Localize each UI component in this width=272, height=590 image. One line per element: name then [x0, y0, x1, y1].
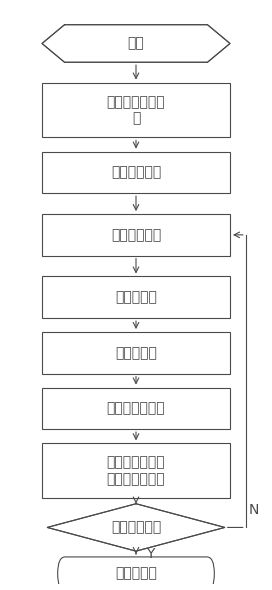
Bar [42, 214, 230, 255]
Text: 提取效果好？: 提取效果好？ [111, 520, 161, 535]
Polygon shape [47, 504, 225, 551]
Polygon shape [42, 25, 230, 63]
Text: Y: Y [146, 547, 155, 561]
Bar [42, 277, 230, 318]
Text: 预处理结束: 预处理结束 [115, 566, 157, 581]
Text: 读取原始紫外图
像: 读取原始紫外图 像 [107, 95, 165, 125]
Text: 将提取的轮廓叠
加到原始图象上: 将提取的轮廓叠 加到原始图象上 [107, 455, 165, 486]
Text: 小面积消除: 小面积消除 [115, 346, 157, 360]
Text: 开始: 开始 [128, 37, 144, 51]
Bar [42, 388, 230, 429]
Text: 多区域轮廓提取: 多区域轮廓提取 [107, 401, 165, 415]
Text: N: N [248, 503, 259, 517]
Bar [42, 443, 230, 498]
Bar [42, 332, 230, 373]
Bar [42, 152, 230, 194]
Text: 图像灰度变换: 图像灰度变换 [111, 165, 161, 179]
Text: 形态学滤波: 形态学滤波 [115, 290, 157, 304]
Text: 图象阈值分割: 图象阈值分割 [111, 228, 161, 242]
Bar [42, 83, 230, 137]
FancyBboxPatch shape [58, 557, 214, 590]
